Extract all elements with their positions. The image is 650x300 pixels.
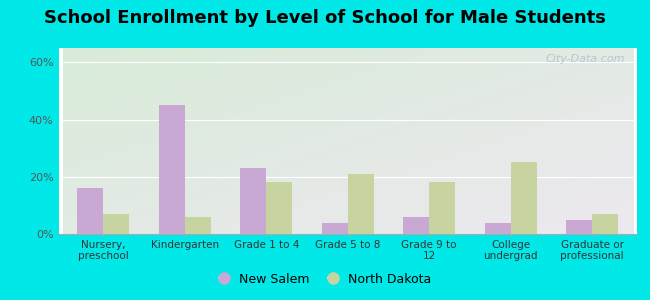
Bar [592,214,618,234]
Bar [511,163,537,234]
Legend: New Salem, North Dakota: New Salem, North Dakota [214,268,436,291]
Text: City-Data.com: City-Data.com [546,54,625,64]
Bar [485,223,511,234]
Bar [566,220,592,234]
Bar [266,182,292,234]
Bar [403,217,429,234]
Bar [103,214,129,234]
Bar [240,168,266,234]
Bar [77,188,103,234]
Bar [429,182,455,234]
Bar [322,223,348,234]
Bar [185,217,211,234]
Text: School Enrollment by Level of School for Male Students: School Enrollment by Level of School for… [44,9,606,27]
Bar [159,105,185,234]
Bar [348,174,374,234]
